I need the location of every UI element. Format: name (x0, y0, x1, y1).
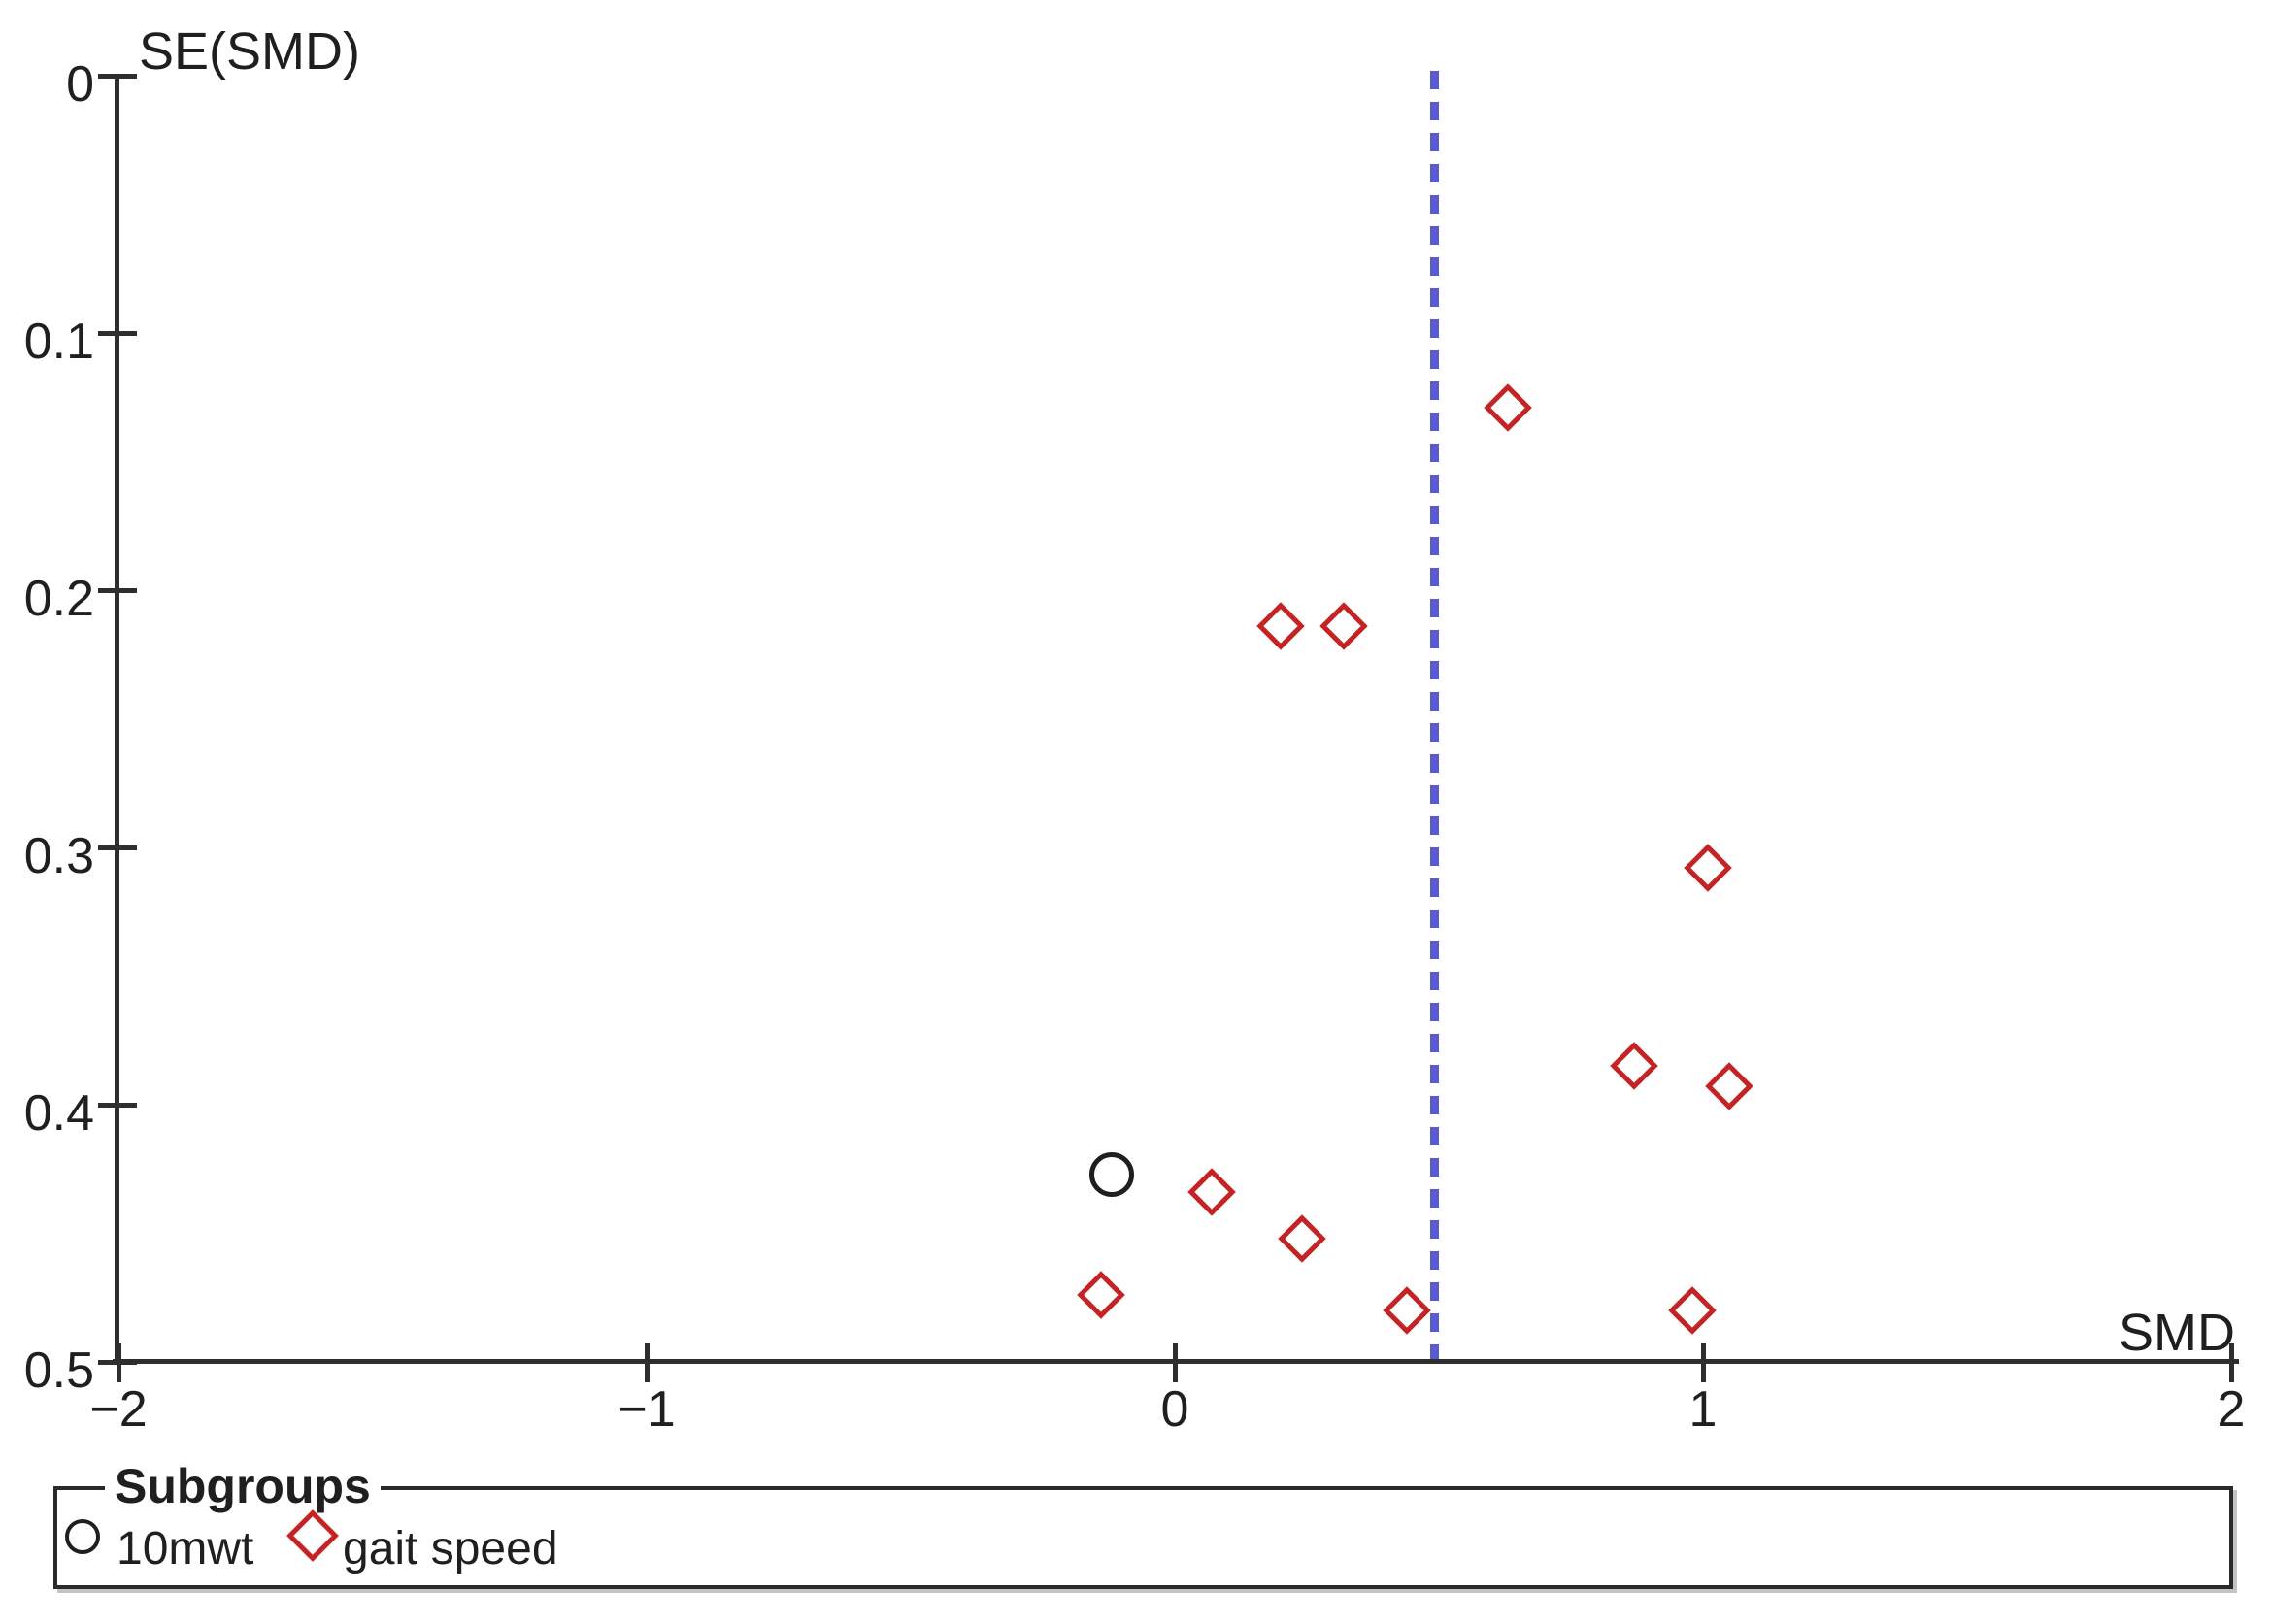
data-point-gait-speed (1668, 1286, 1717, 1335)
y-axis-tick-label: 0.2 (23, 571, 94, 627)
y-axis-title: SE(SMD) (139, 22, 360, 81)
legend-circle-marker-icon (65, 1519, 100, 1554)
legend-box (53, 1486, 2233, 1589)
x-axis-tick (1173, 1343, 1178, 1382)
x-axis-tick-label: 0 (1160, 1381, 1189, 1438)
data-point-gait-speed (1483, 383, 1532, 432)
y-axis-tick (98, 845, 137, 850)
data-point-gait-speed (1705, 1062, 1753, 1111)
y-axis-tick (98, 588, 137, 593)
y-axis-tick (98, 1103, 137, 1108)
y-axis-tick (98, 74, 137, 79)
data-point-gait-speed (1277, 1214, 1326, 1263)
legend-title: Subgroups (105, 1462, 381, 1510)
data-point-gait-speed (1319, 602, 1368, 650)
data-point-gait-speed (1684, 844, 1733, 892)
y-axis-tick-label: 0.1 (23, 314, 94, 370)
x-axis-tick-label: −2 (89, 1381, 148, 1438)
y-axis-tick-label: 0.5 (23, 1342, 94, 1399)
y-axis-tick-label: 0.3 (23, 828, 94, 884)
data-point-gait-speed (1383, 1286, 1432, 1335)
x-axis-tick-label: 1 (1688, 1381, 1718, 1438)
x-axis-tick (645, 1343, 650, 1382)
y-axis-line (115, 74, 119, 1364)
legend-item-gait-speed-label: gait speed (343, 1523, 558, 1574)
x-axis-tick-label: −1 (618, 1381, 676, 1438)
data-point-gait-speed (1256, 602, 1305, 650)
x-axis-title: SMD (2119, 1304, 2235, 1362)
y-axis-tick (98, 331, 137, 336)
x-axis-tick (2229, 1343, 2234, 1382)
y-axis-tick-label: 0 (66, 56, 94, 113)
legend-item-10mwt-label: 10mwt (117, 1523, 254, 1574)
data-point-gait-speed (1610, 1042, 1659, 1090)
x-axis-tick (117, 1343, 121, 1382)
y-axis-tick-label: 0.4 (23, 1085, 94, 1142)
pooled-effect-reference-line (1429, 71, 1439, 1359)
data-point-gait-speed (1187, 1168, 1236, 1216)
x-axis-tick (1701, 1343, 1706, 1382)
data-point-10mwt (1088, 1151, 1134, 1197)
x-axis-tick-label: 2 (2217, 1381, 2246, 1438)
data-point-gait-speed (1077, 1271, 1125, 1319)
